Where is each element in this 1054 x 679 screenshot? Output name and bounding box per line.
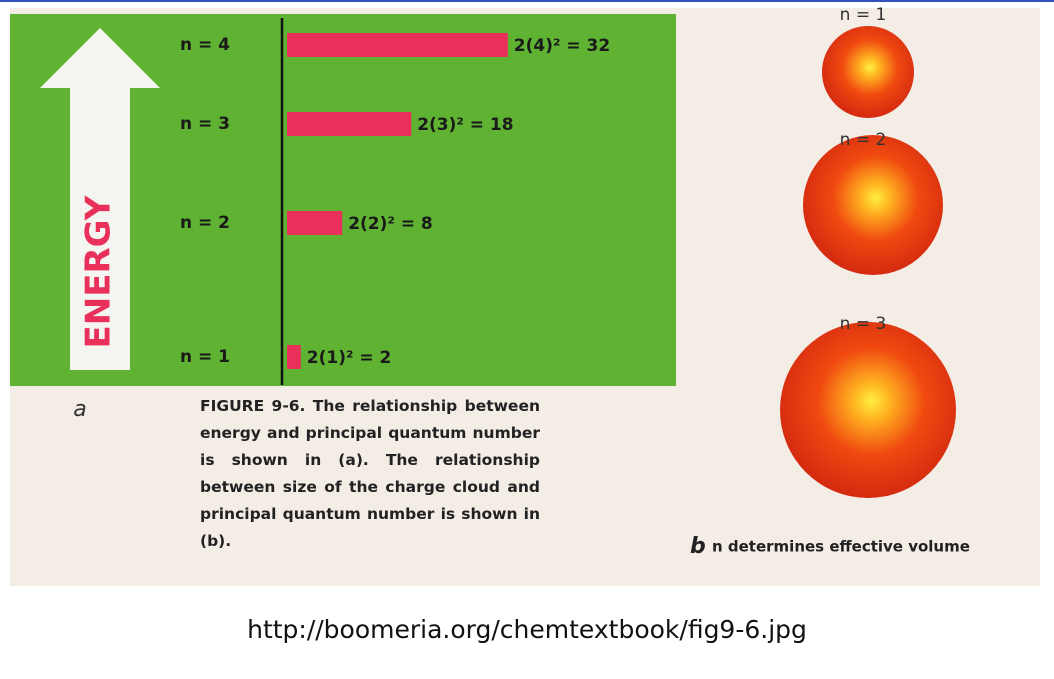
sphere — [822, 26, 914, 118]
page: ENERGY a n = 1 n = 2 n = 3 b n determine… — [0, 0, 1054, 679]
sphere-label: n = 1 — [840, 5, 887, 25]
category-label: n = 3 — [180, 114, 230, 134]
sphere — [803, 135, 943, 275]
category-label: n = 4 — [180, 35, 230, 55]
value-label: 2(1)² = 2 — [307, 348, 392, 368]
figure: ENERGY a n = 1 n = 2 n = 3 b n determine… — [0, 0, 1054, 679]
axis-title: ENERGY — [79, 195, 119, 348]
panel-label: b — [690, 534, 706, 559]
panel-label: a — [73, 397, 86, 422]
bar — [287, 211, 342, 235]
sphere — [780, 322, 956, 498]
category-label: n = 1 — [180, 347, 230, 367]
value-label: 2(2)² = 8 — [348, 214, 433, 234]
value-label: 2(3)² = 18 — [417, 115, 513, 135]
bar — [287, 33, 508, 57]
sphere-label: n = 2 — [840, 130, 887, 150]
sphere-label: n = 3 — [840, 314, 887, 334]
category-label: n = 2 — [180, 213, 230, 233]
panel-caption: n determines effective volume — [712, 538, 970, 556]
figure-caption: FIGURE 9-6. The relationship between ene… — [200, 393, 540, 555]
value-label: 2(4)² = 32 — [514, 36, 610, 56]
source-url: http://boomeria.org/chemtextbook/fig9-6.… — [0, 615, 1054, 644]
top-border — [0, 0, 1054, 2]
bar — [287, 112, 411, 136]
bar — [287, 345, 301, 369]
